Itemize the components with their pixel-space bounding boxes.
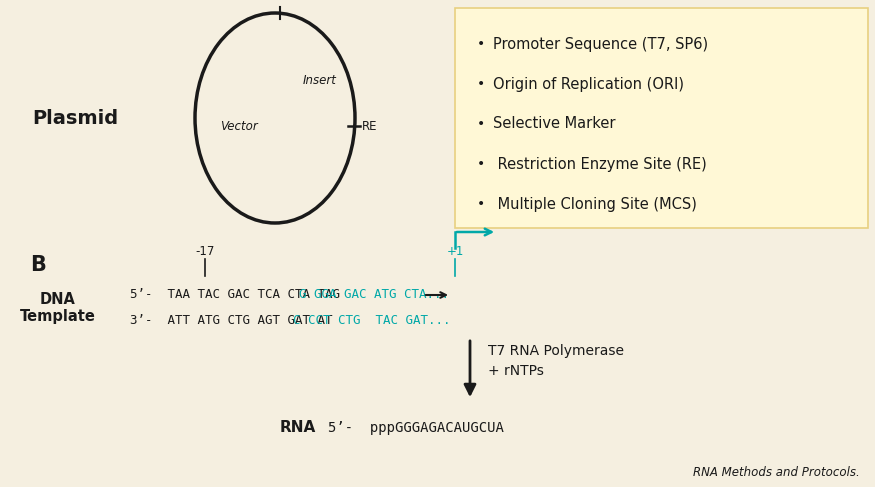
- Text: Plasmid: Plasmid: [32, 109, 118, 128]
- Text: Template: Template: [20, 310, 96, 324]
- Text: 5’-  TAA TAC GAC TCA CTA TAG: 5’- TAA TAC GAC TCA CTA TAG: [130, 288, 340, 301]
- Text: Promoter Sequence (T7, SP6): Promoter Sequence (T7, SP6): [493, 37, 708, 52]
- Text: Restriction Enzyme Site (RE): Restriction Enzyme Site (RE): [493, 156, 707, 171]
- Text: 5’-  pppGGGAGACAUGCUA: 5’- pppGGGAGACAUGCUA: [328, 421, 504, 435]
- Text: •: •: [477, 37, 486, 51]
- Text: DNA: DNA: [40, 293, 76, 307]
- Text: RNA Methods and Protocols.: RNA Methods and Protocols.: [693, 466, 860, 479]
- Text: G GGA GAC ATG CTA...: G GGA GAC ATG CTA...: [298, 288, 449, 301]
- Text: •: •: [477, 197, 486, 211]
- Text: Vector: Vector: [220, 119, 258, 132]
- Text: +1: +1: [446, 245, 464, 258]
- Text: •: •: [477, 77, 486, 91]
- Text: RNA: RNA: [280, 420, 316, 435]
- Text: Selective Marker: Selective Marker: [493, 116, 615, 131]
- Text: -17: -17: [195, 245, 214, 258]
- Text: Origin of Replication (ORI): Origin of Replication (ORI): [493, 76, 684, 92]
- Text: Insert: Insert: [303, 74, 337, 87]
- Text: RE: RE: [362, 119, 377, 132]
- Text: •: •: [477, 157, 486, 171]
- FancyBboxPatch shape: [455, 8, 868, 228]
- Text: T7 RNA Polymerase
+ rNTPs: T7 RNA Polymerase + rNTPs: [488, 344, 624, 378]
- Text: C CCT CTG  TAC GAT...: C CCT CTG TAC GAT...: [292, 314, 450, 326]
- Text: Multiple Cloning Site (MCS): Multiple Cloning Site (MCS): [493, 196, 696, 211]
- Text: B: B: [30, 255, 46, 275]
- Text: •: •: [477, 117, 486, 131]
- Text: 3’-  ATT ATG CTG AGT GAT AT: 3’- ATT ATG CTG AGT GAT AT: [130, 314, 332, 326]
